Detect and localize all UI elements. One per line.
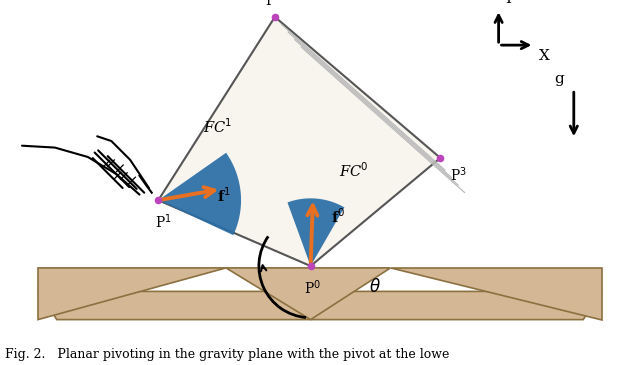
Text: f$^1$: f$^1$	[216, 186, 230, 205]
Polygon shape	[158, 153, 241, 235]
Text: P$^0$: P$^0$	[304, 278, 321, 297]
Text: g: g	[555, 73, 564, 87]
Polygon shape	[38, 291, 602, 320]
Polygon shape	[158, 17, 440, 266]
Text: FC$^0$: FC$^0$	[339, 161, 368, 180]
Text: X: X	[539, 49, 550, 63]
Text: $\theta$: $\theta$	[369, 278, 381, 296]
Text: FC$^1$: FC$^1$	[204, 118, 233, 136]
Text: Y: Y	[503, 0, 513, 5]
Text: P$^1$: P$^1$	[155, 212, 172, 231]
Polygon shape	[38, 268, 226, 320]
Polygon shape	[226, 268, 390, 320]
Text: P$^3$: P$^3$	[450, 165, 467, 184]
Text: Fig. 2.   Planar pivoting in the gravity plane with the pivot at the lowe: Fig. 2. Planar pivoting in the gravity p…	[5, 348, 449, 361]
Text: f$^0$: f$^0$	[332, 208, 346, 227]
Polygon shape	[390, 268, 602, 320]
Polygon shape	[287, 198, 344, 266]
Text: P$^2$: P$^2$	[265, 0, 282, 9]
